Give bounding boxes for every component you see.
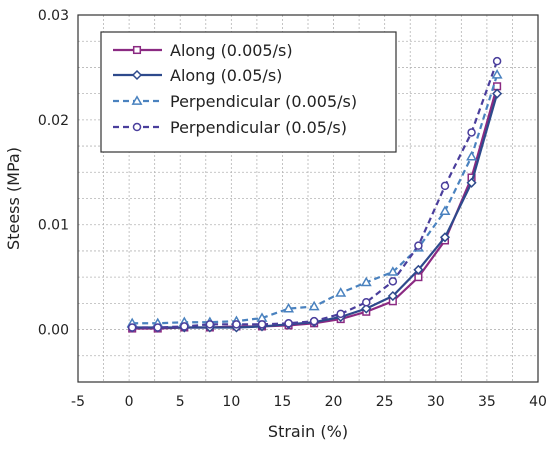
legend-label: Perpendicular (0.05/s) xyxy=(170,118,347,137)
data-point xyxy=(361,303,372,314)
legend-marker xyxy=(132,45,142,55)
data-point xyxy=(414,241,423,250)
data-point xyxy=(466,177,477,188)
x-tick-label: -5 xyxy=(71,394,85,410)
legend-item: Perpendicular (0.005/s) xyxy=(113,92,357,111)
data-point xyxy=(439,205,451,215)
data-point xyxy=(205,320,215,329)
x-tick-label: 10 xyxy=(222,394,240,410)
data-point xyxy=(335,287,347,297)
x-tick-label: 25 xyxy=(376,394,394,410)
x-axis-title: Strain (%) xyxy=(268,422,348,441)
data-point xyxy=(232,320,241,329)
data-point xyxy=(360,276,372,287)
legend-box xyxy=(100,31,397,153)
y-tick-label: 0.03 xyxy=(38,8,69,24)
data-point xyxy=(257,320,267,329)
data-point xyxy=(387,266,399,276)
data-point xyxy=(127,323,137,332)
data-point xyxy=(440,181,450,191)
data-point xyxy=(413,264,424,275)
legend-label: Perpendicular (0.005/s) xyxy=(170,92,357,111)
data-point xyxy=(284,319,293,328)
data-point xyxy=(336,309,345,319)
data-point xyxy=(491,69,503,79)
legend-item: Along (0.005/s) xyxy=(113,41,293,60)
x-tick-label: 20 xyxy=(325,394,343,410)
x-tick-label: 40 xyxy=(529,394,547,410)
data-point xyxy=(492,88,503,99)
series-4 xyxy=(127,56,502,332)
data-point xyxy=(309,316,319,326)
legend: Along (0.005/s) Along (0.05/s) Perpendicul… xyxy=(100,31,397,153)
data-point xyxy=(153,323,162,332)
data-point xyxy=(387,290,398,302)
data-point xyxy=(492,56,502,66)
x-tick-labels: -5 0 5 10 15 20 25 30 35 40 xyxy=(71,394,547,410)
data-point xyxy=(362,298,371,307)
legend-item: Along (0.05/s) xyxy=(113,66,282,85)
legend-item: Perpendicular (0.05/s) xyxy=(113,118,347,137)
y-tick-label: 0.02 xyxy=(38,113,69,129)
series-layer xyxy=(126,56,503,333)
legend-label: Along (0.05/s) xyxy=(170,66,282,85)
y-tick-label: 0.01 xyxy=(38,218,69,234)
data-point xyxy=(388,277,398,286)
legend-marker xyxy=(131,69,143,81)
legend-marker xyxy=(131,95,143,105)
x-tick-label: 30 xyxy=(427,394,445,410)
x-tick-label: 0 xyxy=(125,394,134,410)
data-point xyxy=(439,232,451,243)
plot-frame xyxy=(77,14,539,383)
y-tick-label: 0.00 xyxy=(38,323,69,339)
x-tick-label: 35 xyxy=(478,394,496,410)
data-point xyxy=(180,322,189,331)
data-point xyxy=(467,128,476,137)
data-point xyxy=(308,300,320,311)
x-tick-label: 15 xyxy=(274,394,292,410)
y-axis-title: Steess (MPa) xyxy=(4,147,23,250)
legend-label: Along (0.005/s) xyxy=(170,41,293,60)
data-point xyxy=(283,302,295,313)
legend-marker xyxy=(132,122,142,132)
data-point xyxy=(466,150,478,161)
x-tick-label: 5 xyxy=(176,394,185,410)
y-tick-labels: 0.00 0.01 0.02 0.03 xyxy=(38,8,69,339)
